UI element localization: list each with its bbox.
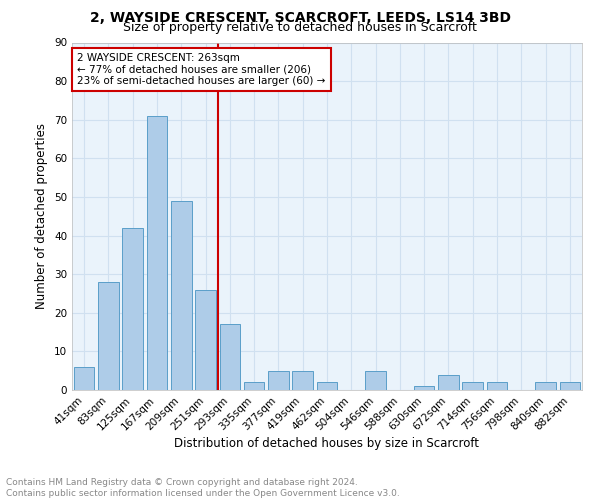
- Bar: [414, 386, 434, 390]
- Bar: [560, 382, 580, 390]
- Bar: [463, 382, 483, 390]
- Bar: [146, 116, 167, 390]
- X-axis label: Distribution of detached houses by size in Scarcroft: Distribution of detached houses by size …: [175, 438, 479, 450]
- Bar: [74, 367, 94, 390]
- Bar: [268, 370, 289, 390]
- Text: 2, WAYSIDE CRESCENT, SCARCROFT, LEEDS, LS14 3BD: 2, WAYSIDE CRESCENT, SCARCROFT, LEEDS, L…: [89, 11, 511, 25]
- Text: Size of property relative to detached houses in Scarcroft: Size of property relative to detached ho…: [123, 22, 477, 35]
- Y-axis label: Number of detached properties: Number of detached properties: [35, 123, 49, 309]
- Bar: [365, 370, 386, 390]
- Bar: [438, 374, 459, 390]
- Bar: [195, 290, 216, 390]
- Bar: [98, 282, 119, 390]
- Bar: [244, 382, 265, 390]
- Bar: [317, 382, 337, 390]
- Bar: [122, 228, 143, 390]
- Bar: [171, 201, 191, 390]
- Text: 2 WAYSIDE CRESCENT: 263sqm
← 77% of detached houses are smaller (206)
23% of sem: 2 WAYSIDE CRESCENT: 263sqm ← 77% of deta…: [77, 53, 325, 86]
- Bar: [487, 382, 508, 390]
- Bar: [535, 382, 556, 390]
- Bar: [292, 370, 313, 390]
- Text: Contains HM Land Registry data © Crown copyright and database right 2024.
Contai: Contains HM Land Registry data © Crown c…: [6, 478, 400, 498]
- Bar: [220, 324, 240, 390]
